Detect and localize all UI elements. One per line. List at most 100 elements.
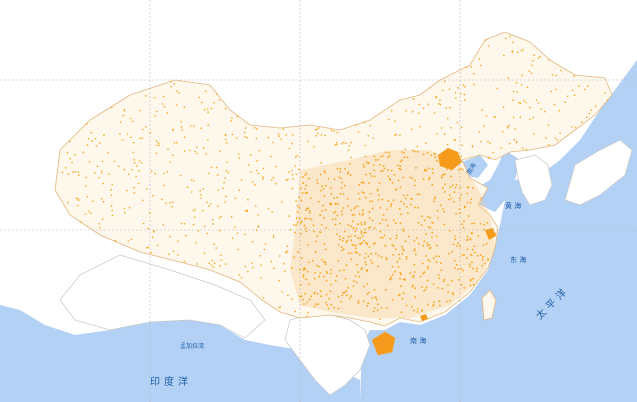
korea-land [514, 154, 553, 206]
dot [504, 37, 507, 40]
dot [224, 133, 227, 136]
dot [470, 253, 472, 256]
dot [358, 198, 361, 200]
dot [321, 185, 323, 188]
dot [258, 149, 261, 152]
dot [98, 223, 100, 225]
dot [481, 109, 484, 111]
dot [85, 176, 87, 179]
dot [441, 127, 443, 129]
dot [486, 222, 489, 224]
dot [349, 174, 352, 177]
dot [295, 217, 298, 220]
dot [371, 207, 374, 210]
dot [169, 235, 171, 238]
dot [225, 138, 227, 141]
dot [397, 179, 400, 182]
dot [403, 152, 405, 154]
dot [314, 272, 316, 274]
dot [443, 223, 445, 226]
dot [464, 86, 466, 88]
dot [427, 258, 430, 261]
dot [314, 251, 317, 254]
dot [111, 214, 114, 217]
dot [417, 221, 420, 224]
dot [291, 169, 293, 172]
dot [191, 191, 193, 193]
dot [102, 182, 104, 185]
dot [392, 199, 395, 202]
dot [428, 176, 431, 179]
dot [388, 118, 390, 121]
dot [469, 265, 472, 268]
dot [362, 212, 365, 215]
dot [319, 290, 322, 293]
dot [293, 224, 295, 226]
dot [291, 142, 294, 145]
dot [428, 260, 431, 263]
dot [443, 210, 446, 213]
dot [578, 85, 580, 87]
dot [270, 155, 272, 158]
dot [353, 207, 356, 210]
dot [294, 231, 296, 234]
dot [516, 91, 519, 93]
dot [574, 126, 577, 129]
dot [555, 88, 557, 91]
dot [343, 230, 346, 233]
dot [384, 244, 387, 247]
dot [297, 250, 300, 253]
dot [471, 222, 473, 225]
dot [340, 177, 343, 180]
dot [255, 205, 257, 207]
dot [413, 264, 416, 266]
dot [251, 266, 254, 269]
dot [382, 236, 384, 239]
dot [213, 101, 215, 104]
dot [94, 172, 96, 174]
dot [404, 240, 407, 243]
dot [512, 99, 514, 101]
dot [364, 257, 366, 259]
dot [316, 128, 319, 131]
dot [119, 133, 121, 135]
dot [364, 196, 367, 199]
dot [336, 233, 338, 236]
dot [571, 126, 573, 128]
dot [459, 212, 461, 215]
dot [438, 277, 441, 280]
dot [471, 145, 474, 147]
dot [556, 139, 559, 141]
dot [178, 92, 180, 94]
dot [359, 254, 361, 256]
dot [237, 248, 239, 251]
dot [394, 270, 396, 273]
dot [462, 84, 465, 86]
dot [476, 254, 479, 257]
dot [506, 126, 509, 128]
dot [417, 112, 420, 114]
dot [340, 300, 342, 303]
dot [398, 253, 401, 256]
dot [425, 142, 427, 144]
dot [271, 211, 273, 213]
dot [323, 260, 325, 263]
dot [172, 154, 174, 156]
dot [394, 120, 396, 122]
dot [433, 200, 436, 203]
dot [447, 291, 450, 293]
dot [94, 137, 97, 140]
dot [183, 150, 186, 152]
dot [260, 264, 263, 266]
dot [460, 126, 463, 129]
dot [457, 242, 459, 245]
dot [110, 205, 113, 207]
dot [401, 297, 404, 300]
dot [401, 159, 403, 162]
dot [341, 294, 344, 297]
dot [244, 135, 246, 138]
dot [459, 245, 461, 248]
dot [310, 218, 313, 221]
dot [354, 251, 357, 254]
dot [432, 172, 434, 175]
